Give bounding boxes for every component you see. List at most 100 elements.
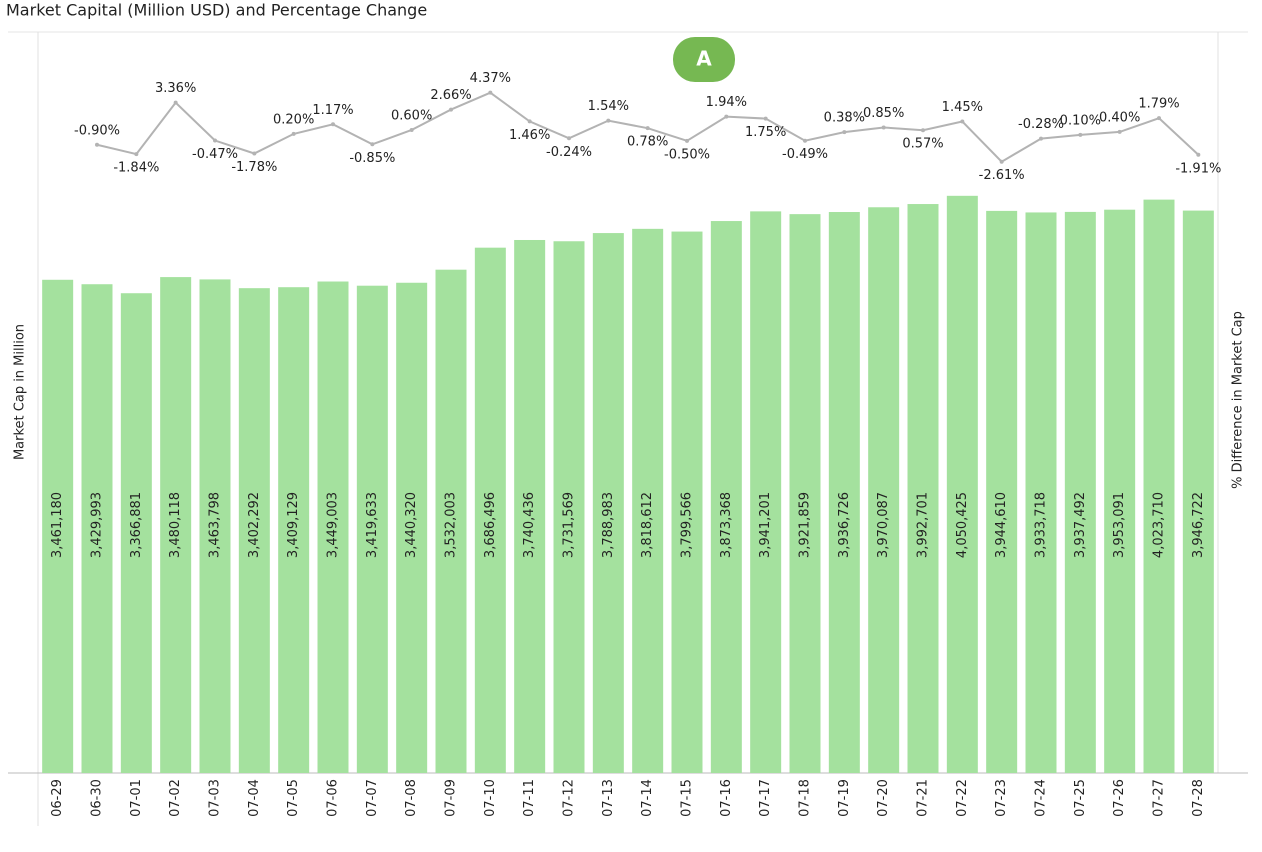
bar bbox=[632, 228, 664, 774]
badge-label: A bbox=[696, 47, 712, 71]
x-tick-label: 07-06 bbox=[326, 779, 341, 817]
x-tick-label: 07-13 bbox=[601, 779, 616, 817]
bar bbox=[828, 212, 860, 773]
bar bbox=[238, 288, 270, 773]
x-tick-label: 06-30 bbox=[90, 779, 105, 817]
bar-label: 3,429,993 bbox=[90, 492, 105, 558]
bar bbox=[750, 211, 782, 774]
bar bbox=[160, 277, 192, 773]
line-label: 4.37% bbox=[470, 71, 511, 86]
bar bbox=[514, 239, 546, 774]
bar bbox=[671, 231, 703, 774]
bar-label: 3,953,091 bbox=[1112, 492, 1127, 558]
bar bbox=[396, 282, 428, 773]
x-tick-label: 07-14 bbox=[640, 779, 655, 817]
bar bbox=[1104, 209, 1136, 773]
line-label: 3.36% bbox=[155, 81, 196, 96]
bar-label: 3,463,798 bbox=[208, 492, 223, 558]
bar bbox=[356, 285, 388, 773]
bar bbox=[120, 293, 152, 773]
line-point bbox=[331, 122, 335, 127]
x-tick-label: 07-24 bbox=[1034, 779, 1049, 817]
line-point bbox=[291, 131, 296, 136]
chart-title: Market Capital (Million USD) and Percent… bbox=[6, 1, 427, 20]
line-point bbox=[213, 138, 217, 143]
line-point bbox=[488, 90, 493, 95]
line-label: 2.66% bbox=[430, 88, 471, 103]
bar-label: 3,946,722 bbox=[1191, 492, 1206, 558]
line-point bbox=[1078, 132, 1083, 137]
x-tick-label: 07-25 bbox=[1073, 779, 1088, 817]
bar-label: 3,440,320 bbox=[404, 492, 419, 558]
marks: 06-29 06-30 07-01 07-02 07-03 07-04 07-05 07-06… bbox=[42, 71, 1221, 817]
x-tick-label: 07-27 bbox=[1152, 779, 1167, 817]
bar bbox=[317, 281, 349, 773]
line-point bbox=[449, 107, 453, 112]
bar bbox=[435, 269, 467, 773]
bar-label: 3,992,701 bbox=[916, 492, 931, 558]
x-tick-label: 06-29 bbox=[50, 779, 65, 817]
bar-label: 3,933,718 bbox=[1034, 492, 1049, 558]
bar bbox=[789, 214, 821, 774]
x-tick-label: 07-26 bbox=[1112, 779, 1127, 817]
line-point bbox=[921, 128, 925, 133]
line-label: -0.47% bbox=[192, 147, 238, 162]
bar-label: 3,402,292 bbox=[247, 492, 262, 558]
line-point bbox=[1117, 129, 1122, 134]
line-label: 1.94% bbox=[706, 95, 747, 110]
bar bbox=[199, 279, 231, 773]
bar-label: 3,937,492 bbox=[1073, 492, 1088, 558]
bar bbox=[907, 204, 939, 773]
line-label: -0.24% bbox=[546, 145, 592, 160]
bar-label: 3,788,983 bbox=[601, 492, 616, 558]
x-tick-label: 07-05 bbox=[286, 779, 301, 817]
x-tick-label: 07-10 bbox=[483, 779, 498, 817]
line-label: 0.78% bbox=[627, 135, 668, 150]
line-point bbox=[370, 142, 375, 147]
y2-axis-title: % Difference in Market Cap bbox=[1231, 311, 1246, 489]
line-point bbox=[1196, 152, 1201, 157]
line-label: 0.20% bbox=[273, 112, 314, 127]
line-label: 1.17% bbox=[312, 103, 353, 118]
line-point bbox=[606, 118, 611, 123]
bar bbox=[553, 241, 585, 774]
line-point bbox=[803, 138, 807, 143]
line-point bbox=[1039, 136, 1043, 141]
line-label: 1.46% bbox=[509, 128, 550, 143]
line-label: 0.57% bbox=[902, 137, 943, 152]
line-label: 0.85% bbox=[863, 106, 904, 121]
line-label: 0.40% bbox=[1099, 110, 1140, 125]
bar bbox=[946, 195, 978, 773]
bar-label: 3,936,726 bbox=[837, 492, 852, 558]
line-point bbox=[95, 142, 99, 147]
bar-label: 3,799,566 bbox=[680, 492, 695, 558]
bar-label: 3,449,003 bbox=[326, 492, 341, 558]
x-tick-label: 07-17 bbox=[758, 779, 773, 817]
bar-label: 3,921,859 bbox=[798, 492, 813, 558]
bar bbox=[1182, 210, 1214, 774]
bar bbox=[1064, 211, 1096, 773]
x-tick-label: 07-03 bbox=[208, 779, 223, 817]
bar-label: 3,941,201 bbox=[758, 492, 773, 558]
bar-label: 3,740,436 bbox=[522, 492, 537, 558]
bar bbox=[986, 210, 1018, 774]
line-label: 1.54% bbox=[588, 99, 629, 114]
bar-label: 3,944,610 bbox=[994, 492, 1009, 558]
badge bbox=[673, 37, 735, 82]
line-label: -0.90% bbox=[74, 123, 120, 138]
line-label: 1.45% bbox=[942, 100, 983, 115]
line-point bbox=[567, 136, 571, 141]
bar-label: 3,818,612 bbox=[640, 492, 655, 558]
x-tick-label: 07-04 bbox=[247, 779, 262, 817]
bar bbox=[81, 284, 113, 773]
bar-label: 4,023,710 bbox=[1152, 492, 1167, 558]
line-label: -0.50% bbox=[664, 147, 710, 162]
line-point bbox=[724, 114, 729, 119]
bar-label: 3,970,087 bbox=[876, 492, 891, 558]
x-tick-label: 07-23 bbox=[994, 779, 1009, 817]
line-point bbox=[1157, 116, 1161, 121]
bar bbox=[42, 279, 74, 773]
line-point bbox=[134, 152, 139, 157]
